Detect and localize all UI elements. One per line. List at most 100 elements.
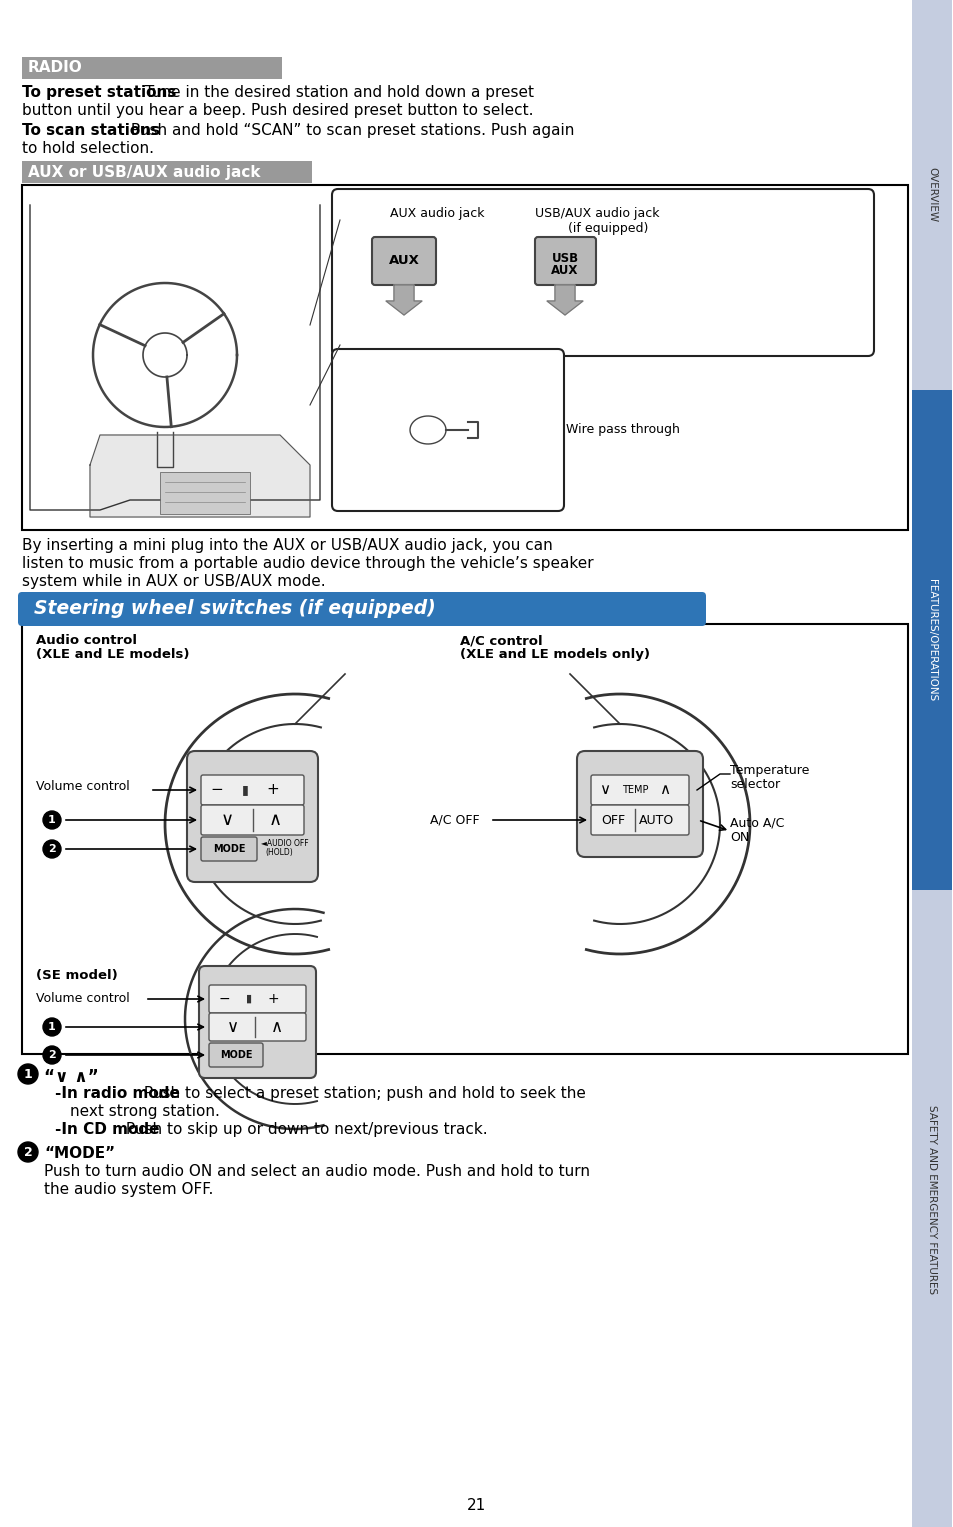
FancyBboxPatch shape <box>160 472 250 515</box>
Text: ∨: ∨ <box>220 811 233 829</box>
Text: Push to select a preset station; push and hold to seek the: Push to select a preset station; push an… <box>139 1086 585 1101</box>
Text: −: − <box>211 782 223 797</box>
FancyBboxPatch shape <box>535 237 596 286</box>
FancyBboxPatch shape <box>332 189 873 356</box>
FancyBboxPatch shape <box>22 160 312 183</box>
Text: AUX: AUX <box>388 255 419 267</box>
FancyBboxPatch shape <box>22 56 282 79</box>
Text: +: + <box>266 782 279 797</box>
Text: 1: 1 <box>24 1067 32 1081</box>
FancyBboxPatch shape <box>332 350 563 512</box>
Polygon shape <box>90 435 310 518</box>
Text: To scan stations: To scan stations <box>22 124 160 137</box>
Text: ▮: ▮ <box>246 994 252 1003</box>
Text: MODE: MODE <box>219 1051 252 1060</box>
Text: (if equipped): (if equipped) <box>567 221 648 235</box>
FancyBboxPatch shape <box>590 805 688 835</box>
Text: Push to skip up or down to next/previous track.: Push to skip up or down to next/previous… <box>121 1122 487 1138</box>
Text: (SE model): (SE model) <box>36 970 117 982</box>
Text: AUTO: AUTO <box>639 814 674 826</box>
Text: TEMP: TEMP <box>621 785 648 796</box>
Text: ◄AUDIO OFF: ◄AUDIO OFF <box>261 840 309 849</box>
Text: OVERVIEW: OVERVIEW <box>926 168 936 223</box>
Text: AUX or USB/AUX audio jack: AUX or USB/AUX audio jack <box>28 165 260 180</box>
FancyBboxPatch shape <box>187 751 317 883</box>
Text: USB: USB <box>551 252 578 264</box>
Polygon shape <box>386 286 421 315</box>
Text: By inserting a mini plug into the AUX or USB/AUX audio jack, you can: By inserting a mini plug into the AUX or… <box>22 538 552 553</box>
FancyBboxPatch shape <box>201 837 256 861</box>
Text: selector: selector <box>729 777 780 791</box>
Circle shape <box>43 1019 61 1035</box>
Text: Volume control: Volume control <box>36 780 130 794</box>
Text: system while in AUX or USB/AUX mode.: system while in AUX or USB/AUX mode. <box>22 574 325 589</box>
FancyBboxPatch shape <box>911 0 951 389</box>
Text: next strong station.: next strong station. <box>70 1104 219 1119</box>
Text: 21: 21 <box>467 1498 486 1513</box>
Text: 2: 2 <box>48 844 56 854</box>
Text: RADIO: RADIO <box>28 61 83 75</box>
Text: ON: ON <box>729 831 748 844</box>
Text: Temperature: Temperature <box>729 764 808 777</box>
FancyBboxPatch shape <box>911 389 951 890</box>
FancyBboxPatch shape <box>22 185 907 530</box>
FancyBboxPatch shape <box>199 967 315 1078</box>
Text: (XLE and LE models only): (XLE and LE models only) <box>459 647 649 661</box>
Text: AUX: AUX <box>551 264 578 278</box>
Text: to hold selection.: to hold selection. <box>22 140 153 156</box>
Text: ∧: ∧ <box>271 1019 283 1035</box>
FancyBboxPatch shape <box>18 592 705 626</box>
FancyBboxPatch shape <box>201 776 304 805</box>
Text: Steering wheel switches (if equipped): Steering wheel switches (if equipped) <box>34 600 436 618</box>
Text: button until you hear a beep. Push desired preset button to select.: button until you hear a beep. Push desir… <box>22 102 533 118</box>
Text: 2: 2 <box>24 1145 32 1159</box>
Text: ▮: ▮ <box>241 783 248 797</box>
Text: ∨: ∨ <box>227 1019 239 1035</box>
Text: 2: 2 <box>48 1051 56 1060</box>
Polygon shape <box>546 286 582 315</box>
Text: (HOLD): (HOLD) <box>265 849 293 858</box>
Circle shape <box>18 1064 38 1084</box>
Text: SAFETY AND EMERGENCY FEATURES: SAFETY AND EMERGENCY FEATURES <box>926 1106 936 1295</box>
Text: ∨: ∨ <box>598 782 610 797</box>
Text: Volume control: Volume control <box>36 993 130 1005</box>
Text: OFF: OFF <box>600 814 624 826</box>
Text: Auto A/C: Auto A/C <box>729 817 783 831</box>
Text: listen to music from a portable audio device through the vehicle’s speaker: listen to music from a portable audio de… <box>22 556 593 571</box>
Text: “∨ ∧”: “∨ ∧” <box>44 1067 99 1086</box>
Text: A/C OFF: A/C OFF <box>430 814 479 826</box>
Text: +: + <box>267 993 278 1006</box>
Text: To preset stations: To preset stations <box>22 86 176 99</box>
Text: “MODE”: “MODE” <box>44 1145 115 1161</box>
FancyBboxPatch shape <box>911 890 951 1527</box>
FancyBboxPatch shape <box>577 751 702 857</box>
Text: 1: 1 <box>48 1022 56 1032</box>
FancyBboxPatch shape <box>22 625 907 1054</box>
Text: -In radio mode: -In radio mode <box>55 1086 180 1101</box>
Text: Push and hold “SCAN” to scan preset stations. Push again: Push and hold “SCAN” to scan preset stat… <box>126 124 574 137</box>
Text: USB/AUX audio jack: USB/AUX audio jack <box>535 208 659 220</box>
Text: −: − <box>218 993 230 1006</box>
Text: Tune in the desired station and hold down a preset: Tune in the desired station and hold dow… <box>140 86 534 99</box>
Circle shape <box>43 811 61 829</box>
FancyBboxPatch shape <box>209 1043 263 1067</box>
FancyBboxPatch shape <box>209 985 306 1012</box>
Text: (XLE and LE models): (XLE and LE models) <box>36 647 190 661</box>
Circle shape <box>18 1142 38 1162</box>
FancyBboxPatch shape <box>372 237 436 286</box>
Text: Wire pass through: Wire pass through <box>565 423 679 437</box>
Text: the audio system OFF.: the audio system OFF. <box>44 1182 213 1197</box>
FancyBboxPatch shape <box>590 776 688 805</box>
Text: Audio control: Audio control <box>36 634 137 647</box>
FancyBboxPatch shape <box>201 805 304 835</box>
Circle shape <box>43 1046 61 1064</box>
Circle shape <box>43 840 61 858</box>
Text: Push to turn audio ON and select an audio mode. Push and hold to turn: Push to turn audio ON and select an audi… <box>44 1164 589 1179</box>
Text: MODE: MODE <box>213 844 245 854</box>
Text: FEATURES/OPERATIONS: FEATURES/OPERATIONS <box>926 579 936 701</box>
Text: 1: 1 <box>48 815 56 825</box>
Text: ∧: ∧ <box>268 811 281 829</box>
Text: AUX audio jack: AUX audio jack <box>390 208 484 220</box>
Text: ∧: ∧ <box>659 782 670 797</box>
Text: -In CD mode: -In CD mode <box>55 1122 159 1138</box>
